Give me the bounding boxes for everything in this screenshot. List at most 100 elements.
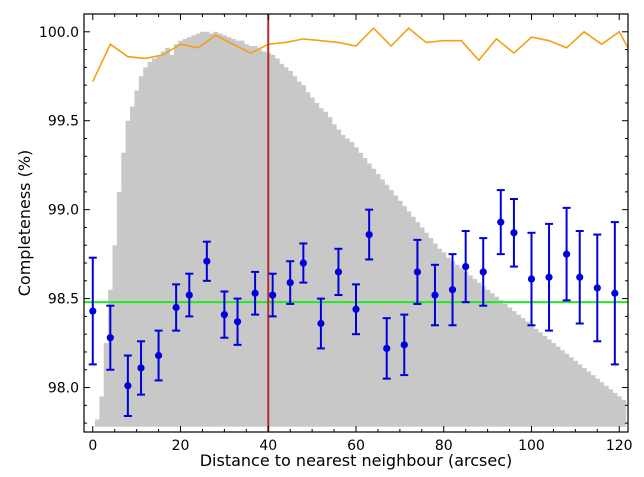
histogram-bar <box>283 67 289 427</box>
point-marker <box>317 319 325 328</box>
histogram-bar <box>178 40 184 427</box>
point-marker <box>562 250 571 258</box>
histogram-bar <box>410 216 416 427</box>
histogram-bar <box>520 318 526 427</box>
y-tick-label: 98.5 <box>48 292 79 308</box>
histogram-bar <box>617 396 622 427</box>
histogram-bar <box>476 282 482 427</box>
histogram-bar <box>424 232 429 427</box>
histogram-bar <box>288 70 293 427</box>
point-marker <box>448 286 457 294</box>
histogram-bar <box>415 222 421 427</box>
histogram-bar <box>187 37 192 427</box>
histogram-bar <box>494 296 499 427</box>
point-marker <box>185 291 193 299</box>
histogram-bar <box>200 31 206 427</box>
histogram-bar <box>309 97 315 427</box>
histogram-bar <box>261 51 267 427</box>
histogram-bar <box>195 33 201 427</box>
point-marker <box>106 334 114 342</box>
histogram-bar <box>230 38 236 427</box>
histogram-bar <box>581 367 587 427</box>
histogram-bar <box>441 252 447 427</box>
data-point <box>610 221 619 366</box>
data-point <box>154 329 163 382</box>
histogram-bar <box>393 195 399 427</box>
histogram-bar <box>323 111 328 427</box>
data-point <box>400 313 409 377</box>
histogram-bar <box>450 261 456 427</box>
data-point <box>286 260 295 305</box>
point-marker <box>365 230 373 239</box>
point-marker <box>286 278 294 287</box>
data-point <box>430 263 439 327</box>
histogram-bar <box>612 392 618 427</box>
y-tick-label: 99.5 <box>48 114 79 130</box>
histogram-bar <box>99 396 105 427</box>
x-tick-label: 120 <box>606 438 633 454</box>
data-point <box>448 253 457 327</box>
histogram-bar <box>481 286 486 427</box>
histogram-bar <box>173 44 179 427</box>
histogram-bar <box>546 339 552 427</box>
histogram-bar <box>345 138 350 427</box>
histogram-bar <box>371 168 377 427</box>
point-marker <box>611 289 619 297</box>
histogram-bar <box>305 92 311 427</box>
histogram-bar <box>542 335 548 427</box>
data-point <box>88 256 97 366</box>
histogram-bar <box>595 378 600 427</box>
histogram-bar <box>397 200 403 427</box>
histogram-bar <box>204 31 210 427</box>
histogram-bar <box>375 174 381 427</box>
histogram-bar <box>516 314 521 427</box>
histogram-bar <box>169 54 175 427</box>
point-marker <box>413 268 422 276</box>
data-point <box>382 317 391 380</box>
point-marker <box>220 311 228 319</box>
histogram-bar <box>103 343 109 427</box>
histogram-bar <box>560 350 565 427</box>
histogram-bar <box>121 152 127 427</box>
histogram-bar <box>340 134 346 427</box>
point-marker <box>497 218 505 226</box>
point-marker <box>527 275 536 283</box>
histogram-bar <box>590 375 596 427</box>
data-point <box>527 231 536 327</box>
x-tick-label: 20 <box>172 438 190 454</box>
data-point <box>334 247 343 297</box>
histogram-bar <box>533 328 539 427</box>
data-point <box>352 283 360 336</box>
histogram-bar <box>134 90 140 427</box>
point-marker <box>593 284 601 292</box>
data-points <box>88 189 619 417</box>
histogram-bar <box>143 67 149 427</box>
histogram-bar <box>274 58 280 427</box>
x-tick-label: 0 <box>88 438 97 454</box>
histogram-bar <box>428 238 434 427</box>
data-point <box>593 233 602 343</box>
completeness-line <box>92 27 628 82</box>
histogram-bar <box>209 33 214 427</box>
histogram-bar <box>388 190 394 427</box>
histogram <box>94 31 627 427</box>
point-marker <box>269 291 277 299</box>
histogram-bar <box>358 152 363 427</box>
histogram-bar <box>213 31 219 427</box>
point-marker <box>124 382 132 390</box>
histogram-bar <box>239 40 245 427</box>
histogram-bar <box>244 44 249 427</box>
x-tick-label: 60 <box>347 438 365 454</box>
point-marker <box>400 341 408 349</box>
histogram-bar <box>551 343 557 427</box>
point-marker <box>479 268 487 276</box>
histogram-bar <box>586 371 592 427</box>
histogram-bar <box>502 303 508 427</box>
histogram-bar <box>217 33 223 427</box>
histogram-bar <box>130 106 135 427</box>
y-axis-label: Completeness (%) <box>15 150 34 297</box>
histogram-bar <box>94 419 100 427</box>
histogram-bar <box>125 120 131 427</box>
data-point <box>413 238 422 305</box>
